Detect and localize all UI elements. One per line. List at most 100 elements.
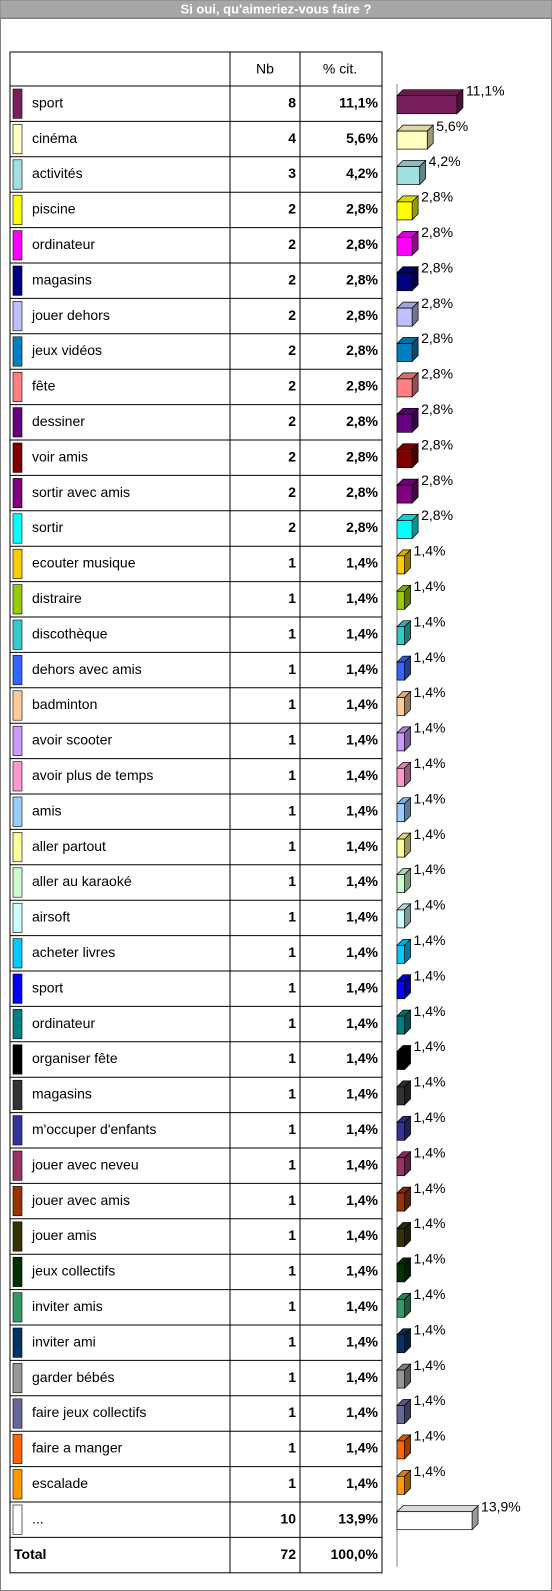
bar-label: 1,4% xyxy=(414,1215,446,1231)
percent: 1,4% xyxy=(346,802,378,818)
bar xyxy=(396,1009,412,1035)
bar xyxy=(396,832,412,858)
bar-top xyxy=(396,1505,479,1513)
count: 2 xyxy=(288,201,296,217)
count: 3 xyxy=(288,165,296,181)
count: 1 xyxy=(288,909,296,925)
row-label: faire jeux collectifs xyxy=(32,1404,146,1420)
count: 1 xyxy=(288,661,296,677)
row-label: jouer avec amis xyxy=(31,1192,130,1208)
bar-front xyxy=(396,1475,405,1495)
bar-label: 11,1% xyxy=(466,82,505,98)
color-swatch xyxy=(12,761,23,792)
bar xyxy=(396,1186,412,1212)
color-swatch xyxy=(12,1079,23,1110)
count: 1 xyxy=(288,1475,296,1491)
percent: 2,8% xyxy=(346,448,378,464)
bar-front xyxy=(396,201,413,221)
row-label: aller au karaoké xyxy=(32,873,132,889)
row-label: jouer amis xyxy=(31,1227,97,1243)
color-swatch xyxy=(12,1044,23,1075)
color-swatch xyxy=(12,1009,23,1040)
count: 2 xyxy=(288,519,296,535)
bar xyxy=(396,796,412,823)
color-swatch xyxy=(12,407,23,438)
bar-label: 1,4% xyxy=(414,1109,446,1125)
count: 1 xyxy=(288,1050,296,1066)
bar-label: 2,8% xyxy=(421,330,453,346)
color-swatch xyxy=(12,1398,23,1429)
percent: 1,4% xyxy=(346,1475,378,1491)
bar-front xyxy=(396,661,405,681)
percent: 1,4% xyxy=(346,555,378,571)
bar-label: 1,4% xyxy=(414,932,446,948)
bar-front xyxy=(396,944,405,964)
column-header: % cit. xyxy=(323,61,357,77)
bar-label: 2,8% xyxy=(421,472,453,488)
row-label: escalade xyxy=(32,1475,88,1491)
count: 1 xyxy=(288,873,296,889)
row-label: magasins xyxy=(32,1086,92,1102)
bar-front xyxy=(396,1440,405,1460)
bar-label: 1,4% xyxy=(414,684,446,700)
percent: 1,4% xyxy=(346,1369,378,1385)
color-swatch xyxy=(12,655,23,686)
bar xyxy=(396,584,412,611)
row-label: ordinateur xyxy=(32,1015,95,1031)
total-percent: 100,0% xyxy=(331,1546,379,1562)
count: 1 xyxy=(288,1156,296,1172)
color-swatch xyxy=(12,584,23,615)
bar-label: 1,4% xyxy=(414,649,446,665)
count: 2 xyxy=(288,378,296,394)
color-swatch xyxy=(12,442,23,473)
bar-front xyxy=(396,1405,405,1424)
percent: 1,4% xyxy=(346,1227,378,1243)
table-border xyxy=(9,51,383,1574)
color-swatch xyxy=(12,1327,23,1358)
bar xyxy=(396,407,419,434)
percent: 1,4% xyxy=(346,838,378,854)
bar-label: 2,8% xyxy=(421,436,453,452)
count: 10 xyxy=(280,1510,296,1526)
row-label: jeux vidéos xyxy=(31,342,102,358)
row-label: sortir avec amis xyxy=(32,484,130,500)
percent: 1,4% xyxy=(346,1440,378,1456)
bar xyxy=(396,619,412,646)
color-swatch xyxy=(12,1256,23,1287)
row-label: badminton xyxy=(32,696,97,712)
row-label: fête xyxy=(32,378,56,394)
count: 1 xyxy=(288,979,296,995)
row-label: distraire xyxy=(32,590,82,606)
count: 1 xyxy=(288,1404,296,1420)
percent: 1,4% xyxy=(346,625,378,641)
row-label: ... xyxy=(32,1510,44,1526)
row-label: faire a manger xyxy=(32,1440,123,1456)
color-swatch xyxy=(12,619,23,650)
bar-label: 2,8% xyxy=(421,366,453,382)
bar-front xyxy=(396,484,413,504)
row-label: sport xyxy=(32,94,63,110)
row-label: inviter amis xyxy=(32,1298,103,1314)
percent: 1,4% xyxy=(346,1156,378,1172)
row-label: dehors avec amis xyxy=(32,661,142,677)
bar-label: 13,9% xyxy=(481,1498,521,1514)
bar xyxy=(396,1434,412,1460)
bar xyxy=(396,478,419,504)
row-label: inviter ami xyxy=(32,1333,96,1349)
percent: 4,2% xyxy=(346,165,378,181)
percent: 1,4% xyxy=(346,873,378,889)
bar-label: 2,8% xyxy=(421,224,453,240)
bar-front xyxy=(396,555,405,575)
percent: 1,4% xyxy=(346,661,378,677)
row-label: sortir xyxy=(32,519,63,535)
count: 1 xyxy=(288,1015,296,1031)
total-count: 72 xyxy=(280,1546,296,1562)
row-label: organiser fête xyxy=(32,1050,118,1066)
bar-label: 1,4% xyxy=(414,1251,446,1267)
percent: 2,8% xyxy=(346,201,378,217)
bar-front xyxy=(396,1369,405,1389)
row-label: avoir scooter xyxy=(32,732,112,748)
color-swatch xyxy=(12,1115,23,1146)
total-label: Total xyxy=(14,1546,46,1562)
row-label: jeux collectifs xyxy=(31,1263,115,1279)
